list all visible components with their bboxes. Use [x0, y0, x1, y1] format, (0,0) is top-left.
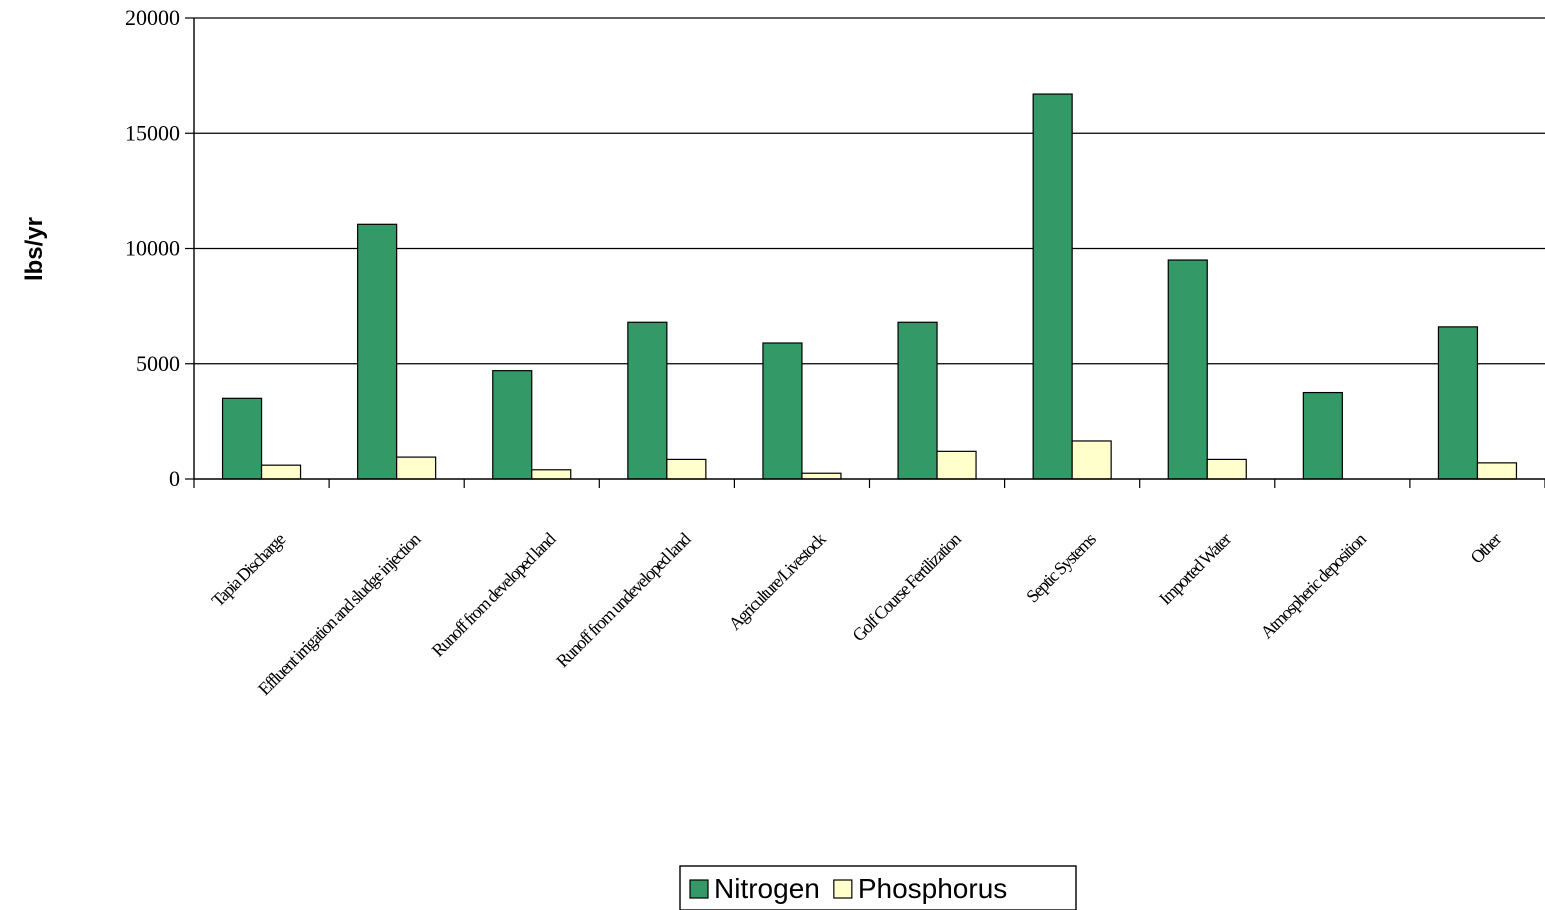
- y-tick-label: 5000: [136, 351, 180, 376]
- y-tick-label: 10000: [125, 236, 180, 261]
- y-tick-label: 0: [169, 466, 180, 491]
- bar-phosphorus: [801, 472, 842, 480]
- bar-nitrogen: [357, 223, 398, 480]
- bar-nitrogen: [627, 321, 668, 480]
- bar-nitrogen: [762, 342, 803, 480]
- legend-swatch-nitrogen: [689, 879, 709, 899]
- bar-nitrogen: [492, 370, 533, 480]
- bar-nitrogen: [1032, 93, 1073, 480]
- x-category-label: Agriculture/Livestock: [725, 529, 830, 634]
- x-category-label: Runoff from developed land: [428, 529, 560, 661]
- bars: [221, 93, 1518, 480]
- y-tick-label: 15000: [125, 120, 180, 145]
- legend-label-nitrogen: Nitrogen: [714, 873, 820, 904]
- axes: [185, 17, 1545, 488]
- y-tick-labels: 0 5000 10000 15000 20000: [125, 5, 180, 491]
- legend-box: [679, 865, 1077, 910]
- x-category-label: Imported Water: [1155, 529, 1235, 609]
- bar-nitrogen: [1302, 391, 1343, 480]
- bar-nitrogen: [221, 397, 263, 480]
- bar-phosphorus: [396, 456, 437, 480]
- x-category-label: Septic Systems: [1022, 529, 1100, 607]
- bar-nitrogen: [1167, 259, 1208, 480]
- legend-swatch-phosphorus: [833, 879, 853, 899]
- x-category-label: Other: [1466, 529, 1505, 568]
- bar-phosphorus: [1206, 458, 1247, 480]
- y-tick-label: 20000: [125, 5, 180, 30]
- bar-phosphorus: [936, 450, 977, 480]
- legend: Nitrogen Phosphorus: [679, 865, 1077, 910]
- x-category-label: Effluent irrigation and sludge injection: [254, 529, 424, 699]
- bar-nitrogen: [897, 321, 938, 480]
- bar-phosphorus: [1071, 440, 1112, 480]
- x-category-label: Tapia Discharge: [208, 529, 290, 611]
- x-category-label: Golf Course Fertilization: [848, 529, 965, 646]
- bar-phosphorus: [260, 464, 302, 480]
- bar-phosphorus: [666, 458, 707, 480]
- x-category-label: Atmospheric deposition: [1256, 529, 1370, 643]
- y-axis-title: lbs/yr: [21, 217, 48, 281]
- gridlines: [194, 17, 1545, 365]
- bar-phosphorus: [1476, 462, 1518, 480]
- bar-phosphorus: [531, 469, 572, 480]
- x-category-label: Runoff from undeveloped land: [552, 529, 695, 672]
- bar-nitrogen: [1437, 326, 1479, 480]
- legend-label-phosphorus: Phosphorus: [858, 873, 1007, 904]
